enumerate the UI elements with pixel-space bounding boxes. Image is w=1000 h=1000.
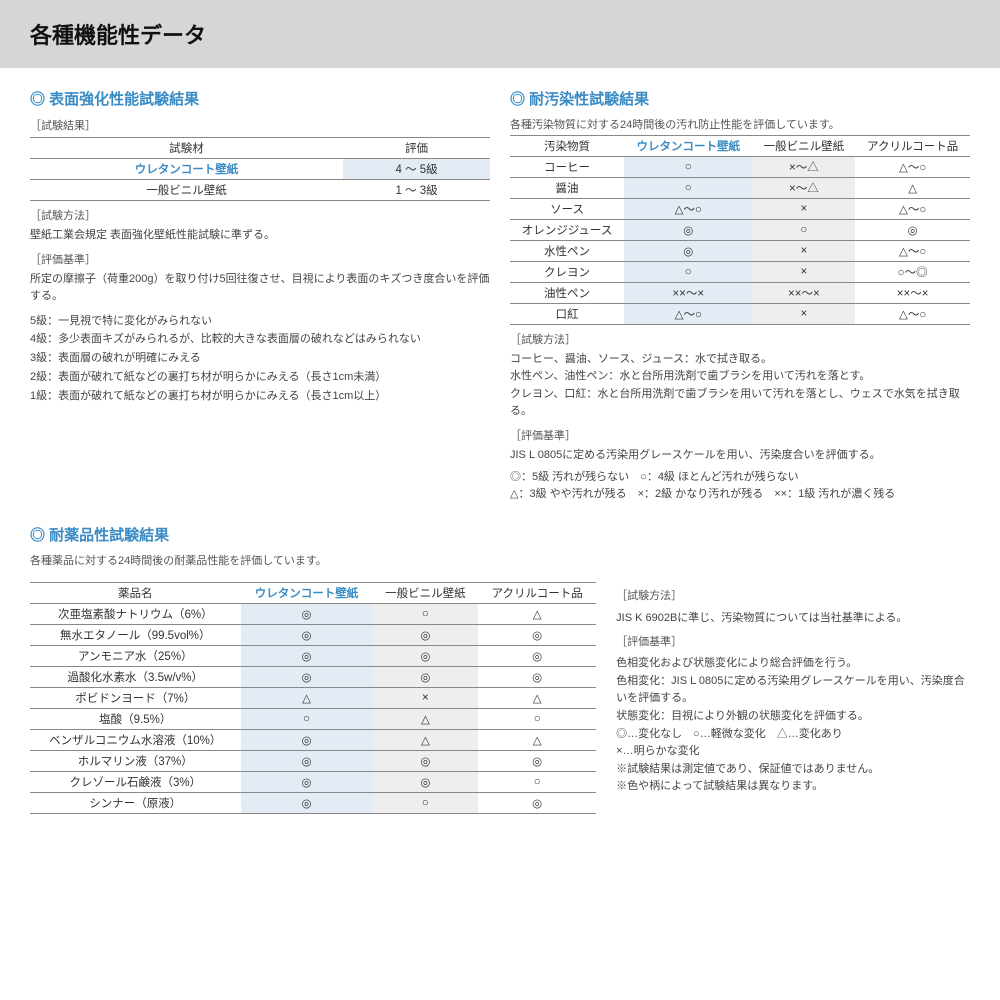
label-result: ［試験結果］ (30, 117, 490, 133)
table-chemical: 薬品名ウレタンコート壁紙一般ビニル壁紙アクリルコート品次亜塩素酸ナトリウム（6%… (30, 582, 596, 814)
method2: コーヒー、醤油、ソース、ジュース：水で拭き取る。水性ペン、油性ペン：水と台所用洗… (510, 351, 970, 421)
page-title: 各種機能性データ (0, 0, 1000, 68)
intro2: 各種汚染物質に対する24時間後の汚れ防止性能を評価しています。 (510, 117, 970, 135)
section3-title: 耐薬品性試験結果 (30, 524, 970, 545)
method1: 壁紙工業会規定 表面強化壁紙性能試験に準ずる。 (30, 227, 490, 245)
table-stain: 汚染物質ウレタンコート壁紙一般ビニル壁紙アクリルコート品コーヒー○×〜△△〜○醤… (510, 135, 970, 325)
criteria1: 所定の摩擦子（荷重200g）を取り付け5回往復させ、目視により表面のキズつき度合… (30, 271, 490, 306)
label-criteria2: ［評価基準］ (510, 427, 970, 443)
label-method2: ［試験方法］ (510, 331, 970, 347)
section1-title: 表面強化性能試験結果 (30, 88, 490, 109)
side-notes: ［試験方法］ JIS K 6902Bに準じ、汚染物質については当社基準による。 … (616, 582, 970, 814)
intro3: 各種薬品に対する24時間後の耐薬品性能を評価しています。 (30, 553, 970, 571)
label-method1: ［試験方法］ (30, 207, 490, 223)
legend2: ◎：5級 汚れが残らない ○：4級 ほとんど汚れが残らない△：3級 やや汚れが残… (510, 469, 970, 504)
section2-title: 耐汚染性試験結果 (510, 88, 970, 109)
grade-list: 5級：一見視で特に変化がみられない4級：多少表面キズがみられるが、比較的大きな表… (30, 312, 490, 405)
label-criteria1: ［評価基準］ (30, 251, 490, 267)
criteria2: JIS L 0805に定める汚染用グレースケールを用い、汚染度合いを評価する。 (510, 447, 970, 465)
table-surface: 試験材評価 ウレタンコート壁紙4 〜 5級 一般ビニル壁紙1 〜 3級 (30, 137, 490, 201)
